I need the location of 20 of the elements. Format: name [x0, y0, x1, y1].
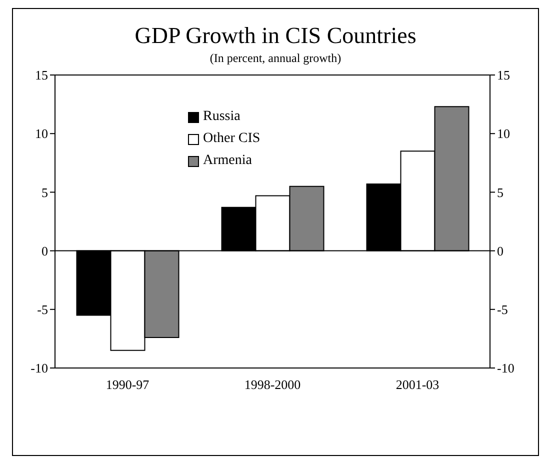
y-tick-label: 0: [42, 243, 48, 258]
y-tick-label: 5: [42, 184, 48, 200]
y-tick-label: -5: [37, 302, 48, 318]
y2-tick-label: 0: [497, 243, 504, 258]
y-tick-label: 10: [35, 126, 48, 142]
chart-title: GDP Growth in CIS Countries: [134, 23, 418, 49]
legend-label: Other CIS: [203, 131, 260, 147]
y-tick-label: -10: [30, 360, 48, 376]
y2-tick-label: -5: [497, 302, 508, 318]
legend-label: Armenia: [203, 153, 252, 169]
x-tick-label: 2001-03: [396, 377, 440, 392]
x-tick-label: 1998-2000: [244, 377, 301, 392]
y2-tick-label: 10: [497, 126, 510, 142]
y-tick-label: 15: [35, 68, 48, 83]
legend-label: Russia: [203, 109, 240, 125]
y2-tick-label: -10: [497, 360, 514, 376]
chart-subtitle: (In percent, annual growth): [208, 51, 342, 66]
y2-tick-label: 5: [497, 184, 504, 200]
y2-tick-label: 15: [497, 68, 510, 83]
x-tick-label: 1990-97: [106, 377, 150, 392]
